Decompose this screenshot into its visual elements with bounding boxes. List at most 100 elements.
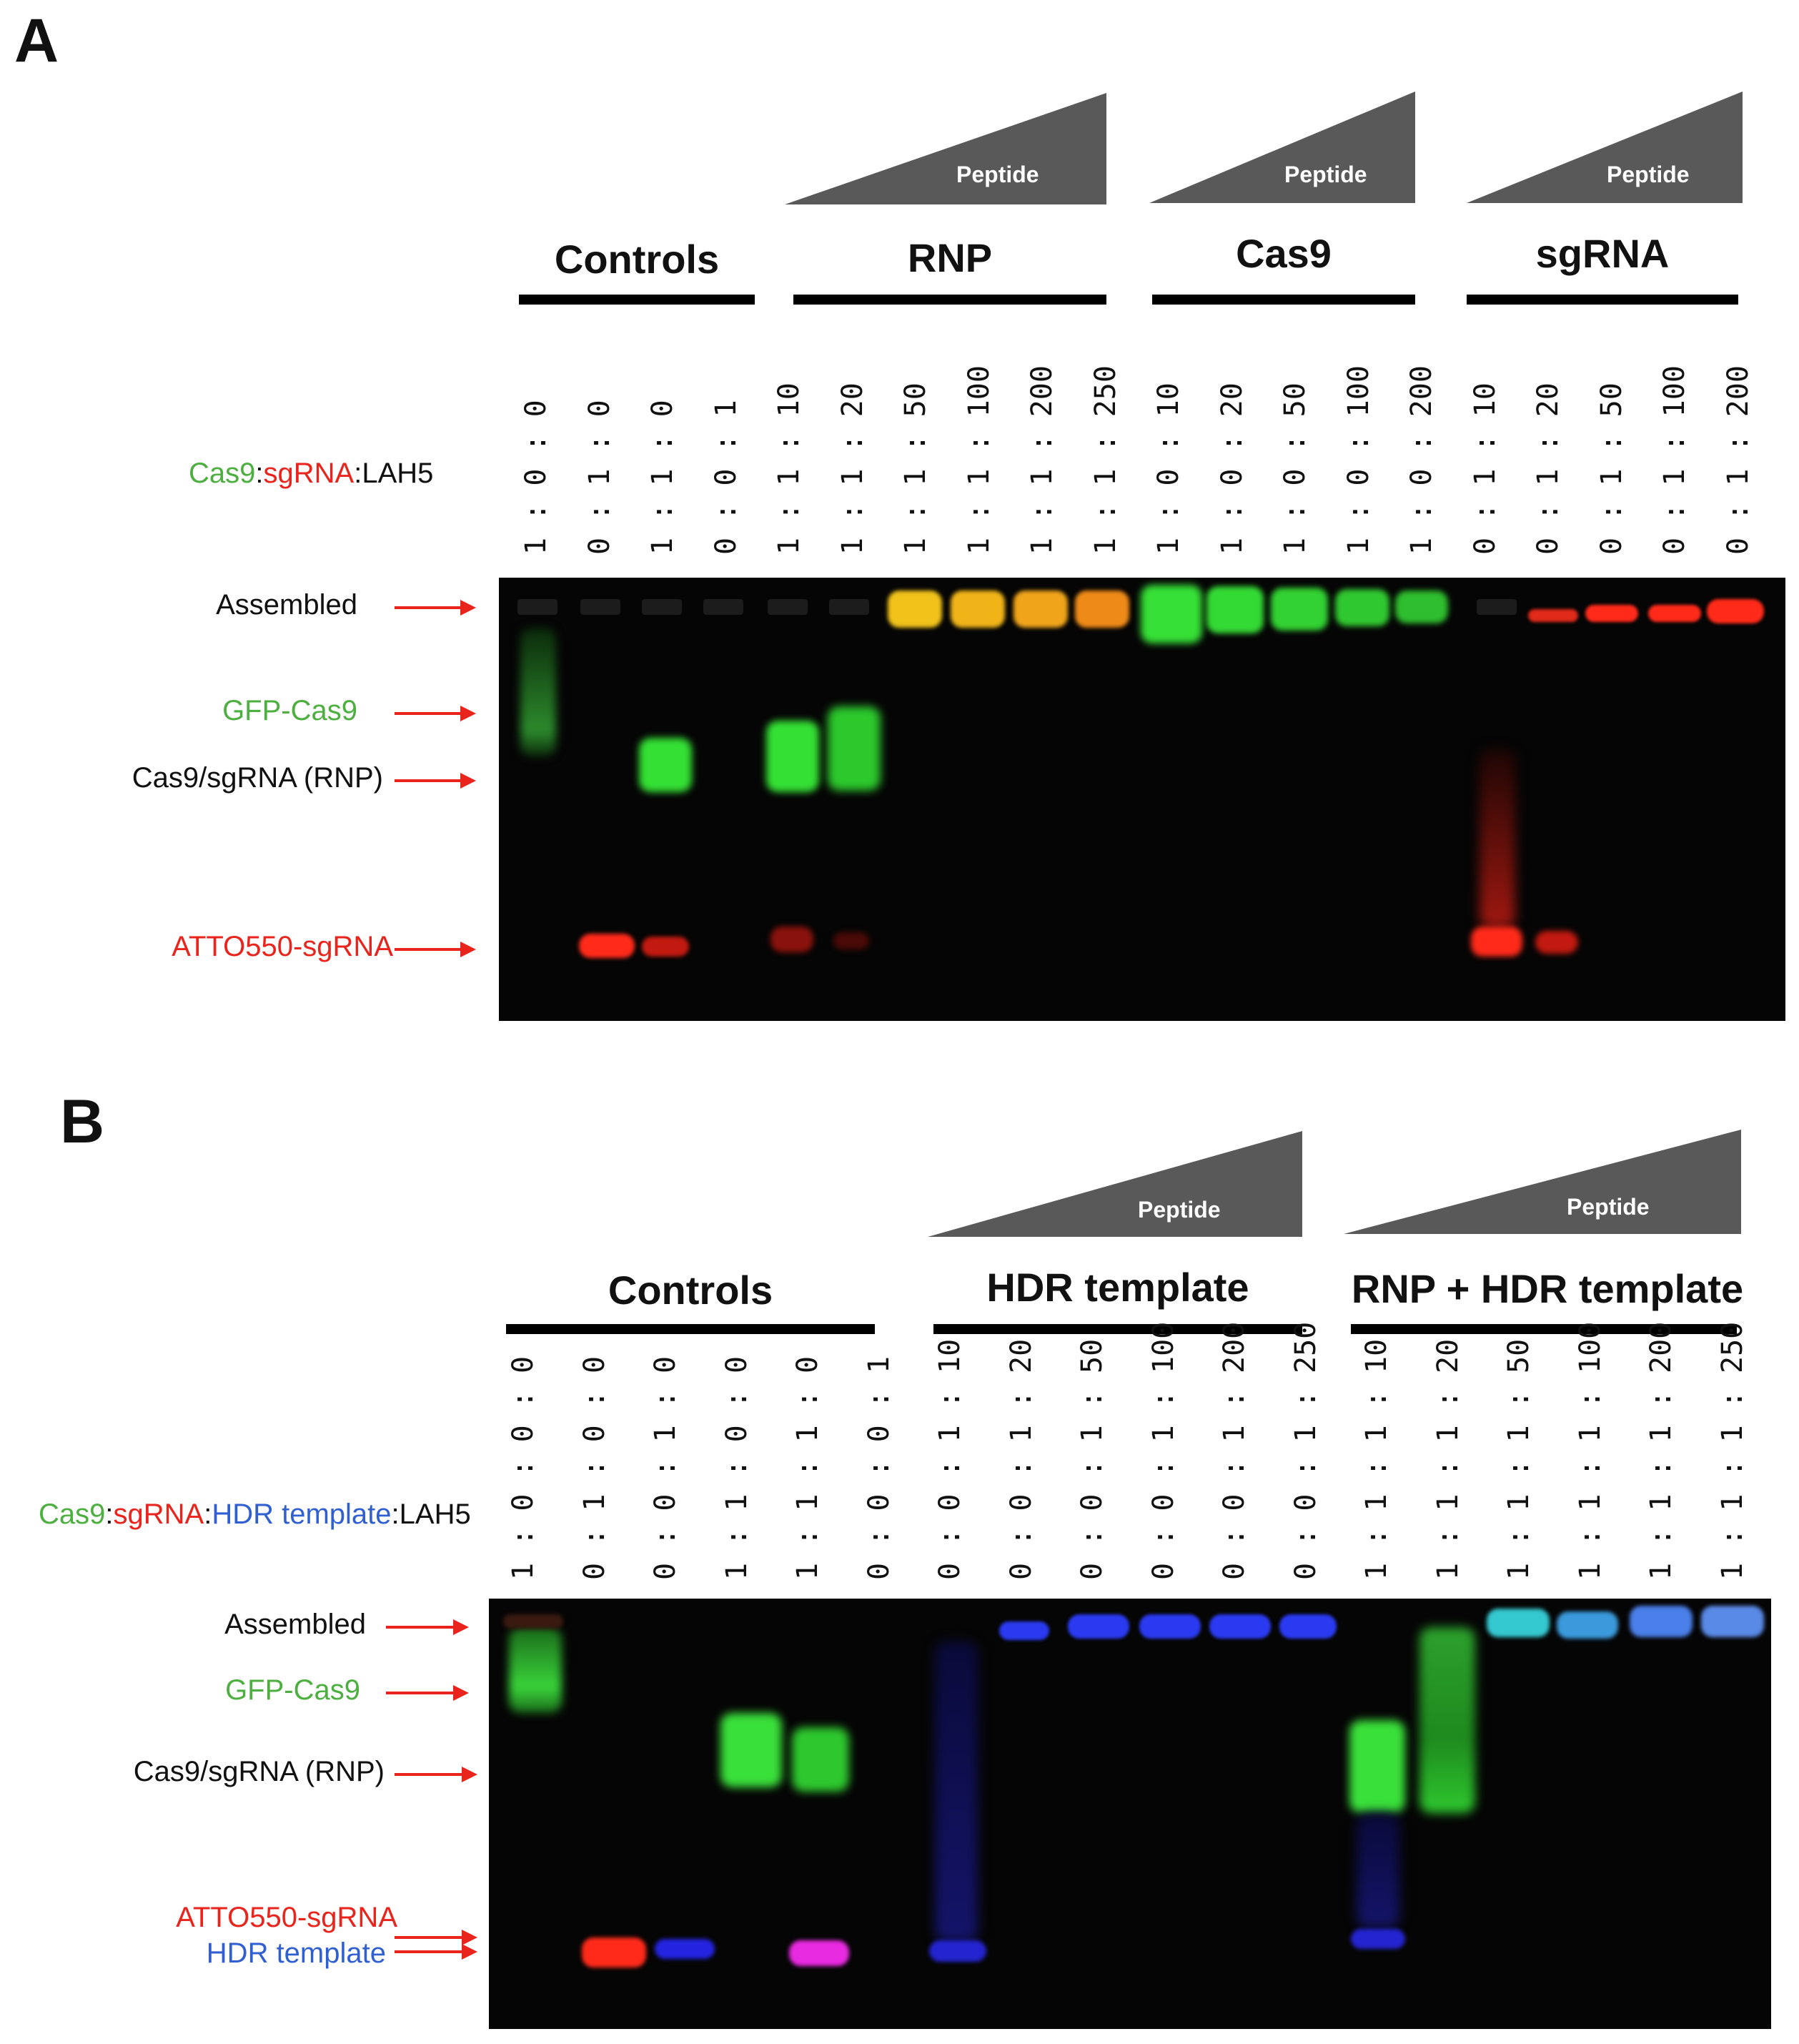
band-rnp (639, 738, 692, 792)
lane-label: 0 : 0 : 1 : 100 (1146, 1321, 1180, 1580)
lane-label: 0 : 0 : 0 : 1 (862, 1356, 896, 1580)
group-bar-hdr-b (933, 1324, 1302, 1334)
band-rnp (1349, 1720, 1405, 1813)
row-hdr-template-b: HDR template (206, 1937, 386, 1969)
row-rnp-a: Cas9/sgRNA (RNP) (132, 762, 383, 794)
band-sgrna (833, 932, 869, 949)
arrow-gfp-cas9-a (395, 706, 476, 721)
band-assembled (1335, 589, 1389, 626)
lane-label: 0 : 1 : 50 (1595, 382, 1628, 555)
group-bar-rnp-hdr-b (1351, 1324, 1737, 1334)
band-assembled (1630, 1606, 1693, 1637)
panel-a-label: A (14, 6, 59, 75)
band-gfp-cas9 (520, 628, 556, 756)
band-assembled (503, 1614, 563, 1629)
arrow-rnp-a (395, 773, 476, 789)
axis-hdr-template: HDR template (212, 1499, 392, 1530)
group-bar-sgrna-a (1467, 295, 1738, 305)
band-sgrna (1535, 931, 1578, 954)
lane-axis-label-a: Cas9:sgRNA:LAH5 (189, 458, 433, 490)
lane-label: 1 : 0 : 100 (1342, 365, 1375, 555)
arrow-rnp-b (395, 1767, 477, 1782)
band-sgrna-smear (1480, 749, 1515, 928)
group-controls-a: Controls (554, 237, 720, 282)
peptide-label-cas9: Peptide (1284, 162, 1367, 187)
lane-label: 0 : 1 : 0 : 0 (578, 1356, 611, 1580)
band-sgrna (1471, 927, 1522, 957)
lane-label: 1 : 1 : 0 (646, 400, 679, 555)
group-bar-rnp-a (793, 295, 1106, 305)
band-assembled (951, 591, 1005, 628)
peptide-wedge-sgrna (1467, 92, 1743, 203)
axis-lah5: LAH5 (399, 1499, 471, 1530)
axis-sep: : (354, 458, 362, 489)
lane-label: 0 : 1 : 10 (1468, 382, 1502, 555)
lane-label: 1 : 1 : 200 (1026, 365, 1059, 555)
arrow-atto550-sgrna-a (395, 942, 476, 957)
band-hdr-template (1351, 1929, 1405, 1949)
band-assembled (1139, 1614, 1201, 1639)
band-sgrna (770, 927, 813, 952)
axis-lah5: LAH5 (362, 458, 434, 489)
group-rnp-hdr-b: RNP + HDR template (1351, 1266, 1744, 1311)
lane-label: 1 : 1 : 1 : 50 (1502, 1338, 1535, 1580)
lane-label: 0 : 0 : 1 : 200 (1218, 1321, 1251, 1580)
well (768, 599, 808, 615)
band-sgrna (582, 1937, 646, 1968)
band-rnp (792, 1727, 849, 1792)
row-assembled-a: Assembled (216, 589, 357, 621)
lane-label: 1 : 1 : 1 : 200 (1645, 1321, 1677, 1580)
axis-sgrna: sgRNA (263, 458, 355, 489)
lane-label: 1 : 1 : 10 (773, 382, 806, 555)
lane-axis-label-b: Cas9:sgRNA:HDR template:LAH5 (39, 1499, 471, 1531)
lane-label: 0 : 0 : 1 : 10 (933, 1338, 966, 1580)
lane-label: 1 : 0 : 20 (1215, 382, 1249, 555)
group-bar-cas9-a (1152, 295, 1415, 305)
arrow-assembled-a (395, 600, 476, 616)
gel-image-a (499, 578, 1785, 1021)
group-bar-controls-a (519, 295, 755, 305)
row-rnp-b: Cas9/sgRNA (RNP) (133, 1756, 385, 1787)
lane-label: 0 : 0 : 1 : 250 (1289, 1321, 1322, 1580)
band-assembled (1707, 599, 1764, 623)
lane-label: 1 : 1 : 100 (962, 365, 996, 555)
band-assembled (888, 591, 942, 628)
lane-label: 0 : 1 : 0 (583, 400, 616, 555)
peptide-label-sgrna: Peptide (1607, 162, 1690, 187)
band-sgrna (642, 937, 689, 957)
band-rnp (766, 721, 819, 792)
well (703, 599, 743, 615)
lane-label: 0 : 1 : 200 (1721, 365, 1755, 555)
panel-b-label: B (60, 1087, 105, 1156)
band-assembled (1701, 1606, 1764, 1637)
band-assembled (1068, 1614, 1129, 1639)
axis-sep: : (255, 458, 264, 489)
row-assembled-b: Assembled (224, 1609, 366, 1640)
band-assembled (999, 1621, 1049, 1640)
well (642, 599, 682, 615)
lane-label: 1 : 1 : 1 : 250 (1715, 1321, 1749, 1580)
band-rnp (720, 1713, 782, 1787)
lane-label: 1 : 0 : 0 : 0 (507, 1356, 540, 1580)
band-assembled (1141, 585, 1202, 643)
arrow-atto550-sgrna-b (395, 1930, 477, 1945)
band-rnp (828, 706, 881, 791)
group-bar-controls-b (506, 1324, 875, 1334)
band-assembled (1395, 591, 1448, 623)
lane-label: 0 : 0 : 1 : 0 (649, 1356, 682, 1580)
peptide-wedge-rnp (785, 93, 1106, 204)
band-assembled (1648, 605, 1701, 622)
lane-label: 1 : 1 : 20 (836, 382, 869, 555)
band-hdr-template (655, 1939, 715, 1959)
lane-label: 1 : 0 : 50 (1279, 382, 1312, 555)
band-rnp-smear (1419, 1627, 1475, 1813)
well (829, 599, 869, 615)
lane-label: 0 : 1 : 100 (1658, 365, 1691, 555)
group-rnp-a: RNP (907, 235, 993, 280)
band-assembled (1585, 605, 1638, 622)
lane-label: 1 : 1 : 250 (1089, 365, 1122, 555)
axis-sgrna: sgRNA (113, 1499, 204, 1530)
well (580, 599, 620, 615)
peptide-wedge-rnp-hdr (1344, 1130, 1741, 1234)
row-atto550-sgrna-b: ATTO550-sgRNA (176, 1902, 397, 1933)
